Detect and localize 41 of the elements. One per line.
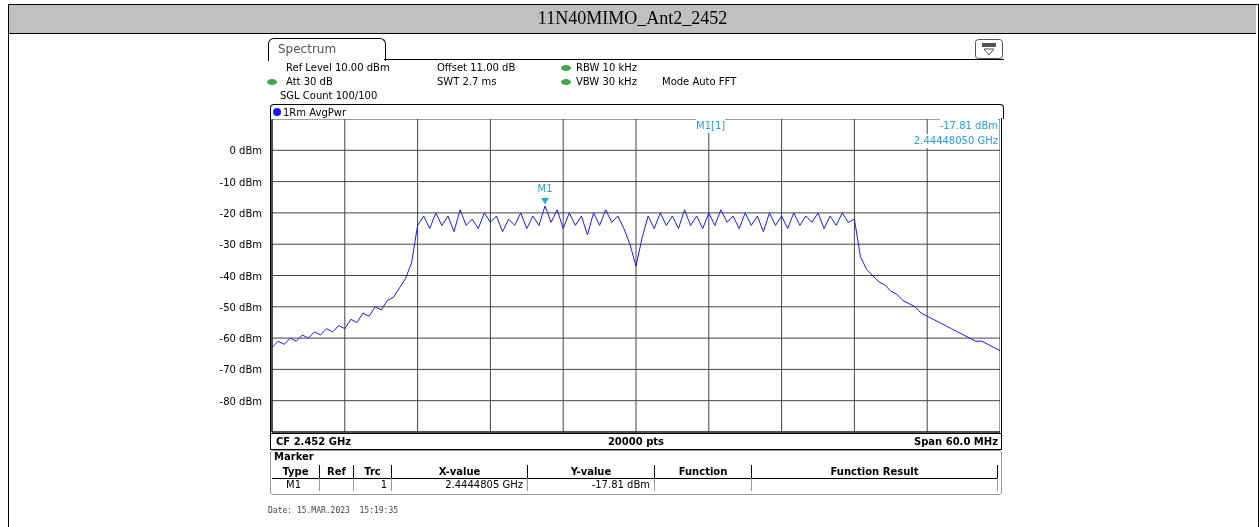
text: SWT 2.7 ms	[437, 75, 497, 89]
text: 2.4444805 GHz	[392, 478, 528, 491]
annotation: 2.44448050 GHz	[913, 134, 998, 148]
text: Att 30 dB	[286, 75, 333, 89]
text: RBW 10 kHz	[576, 61, 637, 75]
y-tick-label: -40 dBm	[219, 270, 262, 282]
text: -17.81 dBm	[528, 478, 655, 491]
text: Function Result	[752, 465, 998, 479]
line-series	[272, 205, 1000, 352]
text: M1	[272, 478, 320, 491]
annotation: M1	[537, 183, 553, 195]
legend-label: 1Rm AvgPwr	[283, 106, 347, 118]
y-tick-label: -70 dBm	[219, 364, 262, 376]
text: Offset 11.00 dB	[437, 61, 516, 75]
y-tick-label: -60 dBm	[219, 333, 262, 345]
text: Date: 15.MAR.2023 15:19:35	[268, 506, 399, 515]
annotation: M1[1]	[696, 119, 726, 133]
text: Span 60.0 MHz	[913, 435, 998, 449]
y-tick-label: -50 dBm	[219, 301, 262, 313]
y-tick-label: 0 dBm	[229, 145, 262, 157]
text: CF 2.452 GHz	[276, 435, 352, 449]
text: 1	[354, 478, 392, 491]
y-tick-label: -30 dBm	[219, 239, 262, 251]
text: X-value	[392, 465, 528, 479]
y-tick-label: -20 dBm	[219, 207, 262, 219]
text: SGL Count 100/100	[280, 89, 378, 103]
text: Ref Level 10.00 dBm	[286, 61, 390, 75]
text: Trc	[354, 465, 392, 479]
text: Marker	[274, 450, 314, 464]
annotation: -17.81 dBm	[939, 119, 998, 133]
chart-title: 11N40MIMO_Ant2_2452	[536, 8, 729, 29]
y-tick-label: -80 dBm	[219, 395, 262, 407]
text: Spectrum	[278, 42, 337, 56]
text: Function	[655, 465, 752, 479]
text: Type	[272, 465, 320, 479]
text: 20000 pts	[607, 435, 665, 449]
y-tick-label: -10 dBm	[219, 176, 262, 188]
text: VBW 30 kHz	[576, 75, 637, 89]
text: Ref	[320, 465, 354, 479]
text: Y-value	[528, 465, 655, 479]
text: Mode Auto FFT	[662, 75, 737, 89]
